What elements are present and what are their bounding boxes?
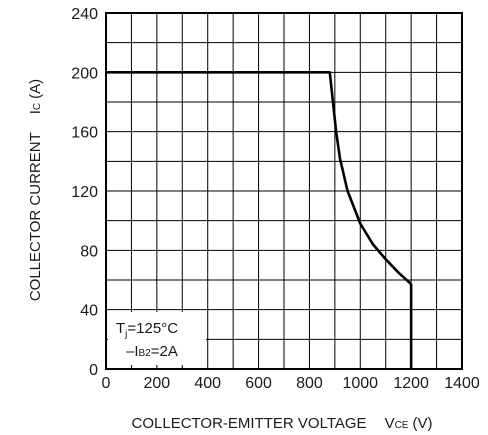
annotation-ib-prefix: –I <box>126 343 139 360</box>
y-axis-label-main: COLLECTOR CURRENT <box>27 132 44 301</box>
x-axis-label-symbol: V <box>385 415 395 432</box>
annotation-junction-temp: Tj=125°C <box>116 320 178 340</box>
annotation-ib-value: =2A <box>151 343 178 360</box>
curve-layer <box>106 71 413 369</box>
y-axis-label-symbol: I <box>27 110 44 114</box>
x-axis-label: COLLECTOR-EMITTER VOLTAGE VCE (V) <box>132 415 433 432</box>
x-axis-label-subscript: CE <box>395 420 409 431</box>
x-tick-label: 1000 <box>342 375 378 392</box>
x-axis-label-main: COLLECTOR-EMITTER VOLTAGE <box>132 415 367 432</box>
y-tick-label: 40 <box>80 303 98 320</box>
plot-frame <box>105 12 463 370</box>
annotation-tj-value: =125°C <box>127 320 178 337</box>
y-axis-label-subscript: C <box>32 103 43 110</box>
y-tick-label: 80 <box>80 243 98 260</box>
y-tick-label: 0 <box>89 362 98 379</box>
y-axis-label: COLLECTOR CURRENT IC (A) <box>27 79 44 301</box>
y-tick-label: 160 <box>71 125 98 142</box>
y-tick-label: 240 <box>71 6 98 23</box>
x-axis-label-unit: (V) <box>412 415 432 432</box>
y-axis-label-unit: (A) <box>27 79 44 99</box>
x-tick-label: 1400 <box>444 375 480 392</box>
annotation-base-current: –IB2=2A <box>126 343 178 360</box>
x-tick-labels: 0 200 400 600 800 1000 1200 1400 <box>102 375 480 392</box>
x-tick-label: 1200 <box>393 375 429 392</box>
x-tick-label: 0 <box>102 375 111 392</box>
annotation-tj-subscript: j <box>124 329 127 340</box>
x-tick-label: 400 <box>194 375 221 392</box>
y-tick-label: 120 <box>71 184 98 201</box>
annotation-background <box>108 312 206 365</box>
annotation-tj-symbol: T <box>116 320 125 337</box>
annotation-box: Tj=125°C –IB2=2A <box>108 312 206 365</box>
y-tick-labels: 0 40 80 120 160 200 240 <box>71 6 98 379</box>
annotation-ib-subscript: B2 <box>139 348 152 359</box>
x-tick-label: 200 <box>144 375 171 392</box>
x-tick-label: 800 <box>296 375 323 392</box>
x-tick-label: 600 <box>245 375 272 392</box>
y-tick-label: 200 <box>71 65 98 82</box>
rbsoa-curve <box>106 71 413 369</box>
